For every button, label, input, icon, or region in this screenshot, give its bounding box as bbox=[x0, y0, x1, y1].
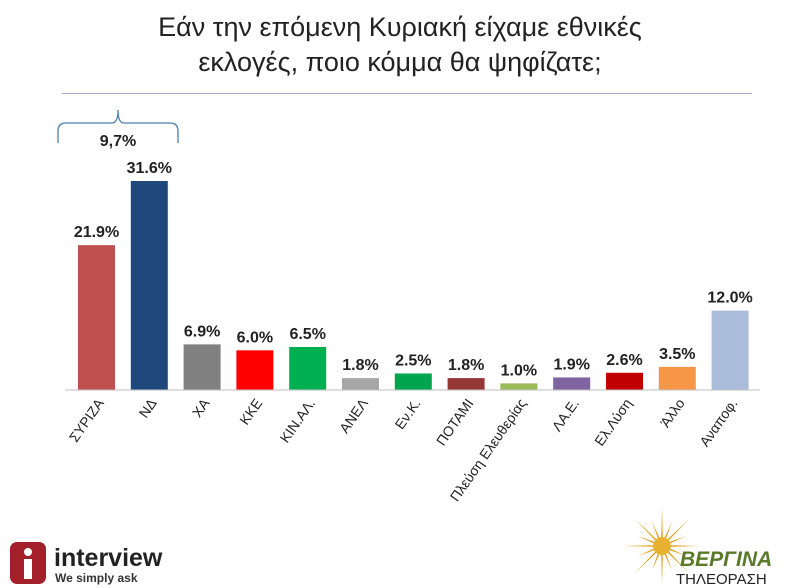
bar-8 bbox=[500, 383, 538, 390]
difference-label: 9,7% bbox=[100, 133, 136, 150]
vergina-subtitle: ΤΗΛΕΟΡΑΣΗ bbox=[676, 571, 767, 586]
category-label-3: ΚΚΕ bbox=[236, 396, 265, 428]
bar-12 bbox=[711, 310, 749, 390]
interview-logo: interview We simply ask bbox=[10, 542, 163, 585]
category-label-0: ΣΥΡΙΖΑ bbox=[66, 395, 108, 445]
bar-11 bbox=[658, 366, 696, 390]
data-label-7: 1.8% bbox=[448, 357, 484, 374]
vergina-tv-logo: ΒΕΡΓΙΝΑ ΤΗΛΕΟΡΑΣΗ bbox=[624, 508, 772, 586]
interview-tagline: We simply ask bbox=[55, 571, 138, 585]
category-label-1: ΝΔ bbox=[135, 396, 159, 421]
bar-10 bbox=[606, 372, 643, 390]
category-label-10: Ελ.Λύση bbox=[591, 396, 635, 449]
title-divider bbox=[62, 93, 752, 94]
data-label-9: 1.9% bbox=[553, 356, 589, 373]
sun-icon bbox=[624, 508, 700, 584]
bar-5 bbox=[342, 378, 379, 390]
category-label-6: Εν.Κ. bbox=[391, 396, 423, 433]
category-label-5: ΑΝΕΛ bbox=[336, 395, 371, 436]
category-label-12: Αναποφ. bbox=[696, 396, 740, 450]
brace-icon bbox=[57, 109, 179, 143]
data-label-1: 31.6% bbox=[127, 160, 172, 177]
bar-0 bbox=[78, 245, 115, 390]
data-label-8: 1.0% bbox=[501, 362, 537, 379]
category-label-4: ΚΙΝ.ΑΛ. bbox=[276, 396, 318, 446]
category-label-11: Άλλο bbox=[657, 395, 688, 430]
bar-1 bbox=[130, 181, 168, 390]
bar-2 bbox=[183, 344, 221, 390]
data-label-12: 12.0% bbox=[707, 290, 752, 307]
data-label-2: 6.9% bbox=[184, 323, 220, 340]
data-label-4: 6.5% bbox=[289, 326, 325, 343]
bar-6 bbox=[394, 373, 432, 390]
interview-wordmark: interview bbox=[54, 544, 163, 572]
bar-3 bbox=[236, 350, 274, 390]
vergina-wordmark: ΒΕΡΓΙΝΑ bbox=[680, 548, 772, 571]
category-label-9: ΛΑ.Ε. bbox=[549, 396, 583, 435]
category-label-7: ΠΟΤΑΜΙ bbox=[433, 396, 477, 449]
bar-9 bbox=[553, 377, 591, 390]
data-label-11: 3.5% bbox=[659, 346, 695, 363]
data-label-5: 1.8% bbox=[342, 357, 378, 374]
data-label-10: 2.6% bbox=[606, 352, 642, 369]
chart-title-line-1: Εάν την επόμενη Κυριακή είχαμε εθνικές bbox=[158, 12, 642, 42]
difference-annotation: 9,7% bbox=[57, 109, 179, 150]
chart-title-line-2: εκλογές, ποιο κόμμα θα ψηφίζατε; bbox=[198, 47, 602, 77]
bar-4 bbox=[289, 347, 327, 390]
bar-chart: 21.9% ΣΥΡΙΖΑ 31.6% ΝΔ 6.9% ΧΑ 6.0% ΚΚΕ 6.5% ΚΙΝ.Α… bbox=[57, 109, 760, 504]
bar-7 bbox=[447, 378, 485, 390]
category-label-2: ΧΑ bbox=[189, 395, 213, 420]
data-label-6: 2.5% bbox=[395, 352, 431, 369]
data-label-0: 21.9% bbox=[74, 224, 119, 241]
data-label-3: 6.0% bbox=[237, 329, 273, 346]
